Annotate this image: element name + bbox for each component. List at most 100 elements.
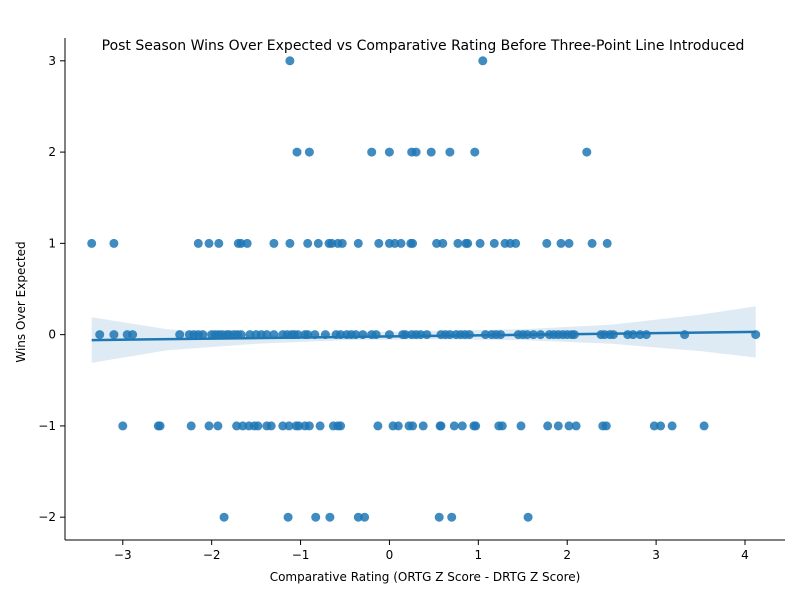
- data-point: [390, 238, 400, 248]
- data-point: [95, 330, 105, 340]
- data-point: [453, 238, 463, 248]
- data-point: [553, 421, 563, 431]
- data-point: [313, 238, 323, 248]
- x-ticks: −3 −2 −1 0 1 2 3 4: [114, 540, 749, 562]
- data-point: [285, 56, 295, 66]
- data-point: [434, 512, 444, 522]
- chart-title: Post Season Wins Over Expected vs Compar…: [102, 38, 745, 54]
- data-point: [283, 512, 293, 522]
- data-point: [198, 330, 208, 340]
- y-ticks: −2 −1 0 1 2 3: [38, 54, 65, 524]
- data-point: [294, 421, 304, 431]
- data-point: [109, 238, 119, 248]
- data-point: [497, 421, 507, 431]
- data-point: [304, 147, 314, 157]
- y-tick-label: −2: [38, 510, 56, 524]
- data-point: [253, 421, 263, 431]
- data-point: [516, 421, 526, 431]
- data-point: [393, 421, 403, 431]
- data-point: [564, 238, 574, 248]
- data-point: [219, 512, 229, 522]
- data-point: [266, 421, 276, 431]
- data-point: [396, 238, 406, 248]
- data-point: [699, 421, 709, 431]
- data-point: [601, 421, 611, 431]
- data-point: [87, 238, 97, 248]
- regression-line: [91, 330, 756, 342]
- data-point: [463, 238, 473, 248]
- data-point: [292, 147, 302, 157]
- x-tick-label: 1: [475, 548, 483, 562]
- data-point: [641, 330, 651, 340]
- x-tick-label: −1: [292, 548, 310, 562]
- data-point: [236, 330, 246, 340]
- data-point: [432, 238, 442, 248]
- data-point: [353, 512, 363, 522]
- y-axis-label: Wins Over Expected: [14, 241, 28, 362]
- data-point: [408, 238, 418, 248]
- data-point: [353, 238, 363, 248]
- data-point: [284, 421, 294, 431]
- data-point: [436, 421, 446, 431]
- data-point: [327, 238, 337, 248]
- data-point: [204, 238, 214, 248]
- data-point: [470, 147, 480, 157]
- x-tick-label: 3: [652, 548, 660, 562]
- data-point: [471, 421, 481, 431]
- data-point: [602, 238, 612, 248]
- x-axis-label: Comparative Rating (ORTG Z Score - DRTG …: [270, 570, 581, 584]
- x-tick-label: 0: [386, 548, 394, 562]
- data-point: [213, 421, 223, 431]
- y-tick-label: 0: [48, 328, 56, 342]
- data-point: [304, 421, 314, 431]
- data-point: [587, 238, 597, 248]
- y-tick-label: 3: [48, 54, 56, 68]
- data-point: [204, 421, 214, 431]
- data-point: [449, 421, 459, 431]
- data-point: [232, 421, 242, 431]
- data-point: [336, 421, 346, 431]
- data-point: [242, 238, 252, 248]
- data-point: [411, 147, 421, 157]
- x-tick-label: 2: [563, 548, 571, 562]
- data-point: [285, 238, 295, 248]
- data-point: [175, 330, 185, 340]
- data-point: [542, 238, 552, 248]
- points-layer: [87, 56, 761, 522]
- y-tick-label: −1: [38, 419, 56, 433]
- data-point: [315, 421, 325, 431]
- regression-line-layer: [91, 330, 756, 342]
- data-point: [523, 512, 533, 522]
- data-point: [118, 421, 128, 431]
- data-point: [374, 238, 384, 248]
- data-point: [582, 147, 592, 157]
- data-point: [325, 512, 335, 522]
- data-point: [236, 238, 246, 248]
- data-point: [571, 421, 581, 431]
- data-point: [193, 238, 203, 248]
- data-point: [418, 421, 428, 431]
- data-point: [511, 238, 521, 248]
- data-point: [656, 421, 666, 431]
- data-point: [445, 147, 455, 157]
- data-point: [408, 421, 418, 431]
- data-point: [457, 421, 467, 431]
- y-tick-label: 2: [48, 145, 56, 159]
- data-point: [438, 238, 448, 248]
- data-point: [238, 421, 248, 431]
- data-point: [680, 330, 690, 340]
- data-point: [564, 421, 574, 431]
- x-tick-label: 4: [741, 548, 749, 562]
- data-point: [186, 421, 196, 431]
- x-tick-label: −3: [114, 548, 132, 562]
- data-point: [475, 238, 485, 248]
- data-point: [360, 512, 370, 522]
- data-point: [447, 512, 457, 522]
- data-point: [478, 56, 488, 66]
- data-point: [155, 421, 165, 431]
- data-point: [214, 238, 224, 248]
- data-point: [556, 238, 566, 248]
- data-point: [373, 421, 383, 431]
- data-point: [384, 330, 394, 340]
